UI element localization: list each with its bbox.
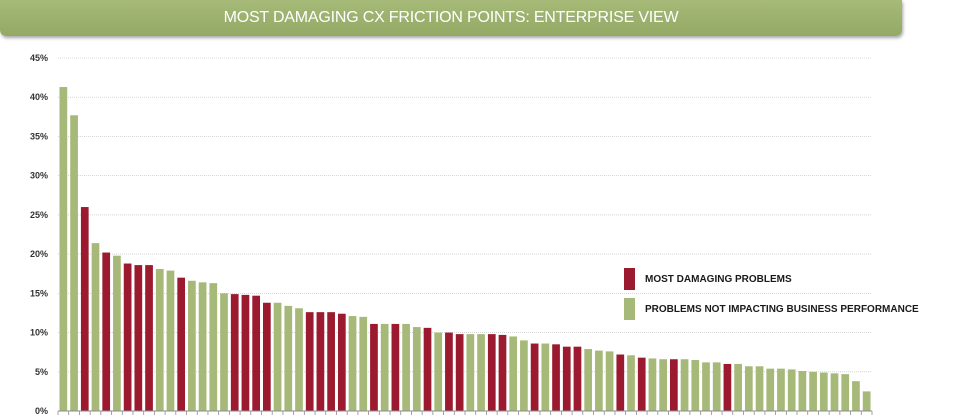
bar — [712, 362, 721, 411]
bar — [145, 265, 153, 411]
bar — [648, 358, 657, 411]
bar — [552, 344, 560, 411]
bar — [498, 334, 507, 411]
bar — [573, 346, 582, 411]
bar — [477, 334, 485, 411]
bar — [198, 282, 207, 411]
bar — [59, 87, 68, 411]
bar — [702, 362, 710, 411]
bar — [391, 323, 400, 411]
bar — [359, 316, 368, 411]
bar — [166, 270, 175, 411]
bar — [744, 366, 753, 411]
bar — [348, 316, 357, 411]
bar — [80, 207, 89, 411]
bar — [134, 265, 143, 411]
bar — [830, 373, 839, 411]
bar — [91, 243, 100, 411]
bar — [273, 302, 282, 411]
y-tick-label: 45% — [30, 53, 48, 63]
bar — [777, 368, 785, 411]
legend-swatch — [624, 298, 635, 320]
bar — [337, 313, 346, 411]
bar — [412, 327, 421, 411]
y-tick-label: 10% — [30, 328, 48, 338]
chart-title: MOST DAMAGING CX FRICTION POINTS: ENTERP… — [223, 9, 679, 26]
bar — [445, 332, 453, 411]
y-tick-label: 35% — [30, 131, 48, 141]
bar — [819, 372, 828, 411]
y-tick-label: 40% — [30, 92, 48, 102]
bar — [669, 359, 678, 411]
bar — [520, 340, 528, 411]
bar — [380, 323, 389, 411]
bar — [327, 312, 335, 411]
bar — [627, 355, 635, 411]
bar — [230, 294, 239, 411]
y-tick-label: 0% — [35, 406, 48, 416]
bar — [541, 343, 550, 411]
y-tick-label: 25% — [30, 210, 48, 220]
bar — [241, 294, 250, 411]
legend-label: PROBLEMS NOT IMPACTING BUSINESS PERFORMA… — [645, 304, 919, 315]
bar — [798, 370, 807, 411]
bar — [841, 374, 850, 411]
bar — [530, 343, 539, 411]
bar — [370, 323, 378, 411]
bar — [209, 283, 218, 411]
y-tick-label: 5% — [35, 367, 48, 377]
bar — [123, 263, 132, 411]
bar — [862, 391, 871, 411]
bar — [455, 334, 464, 411]
bar — [691, 360, 700, 411]
bar — [809, 371, 817, 411]
bar — [102, 252, 111, 411]
bar — [434, 332, 443, 411]
chart-title-banner: MOST DAMAGING CX FRICTION POINTS: ENTERP… — [0, 0, 902, 36]
bar — [177, 277, 186, 411]
bar — [113, 255, 121, 411]
bar — [766, 368, 775, 411]
bar — [155, 269, 164, 411]
bar — [723, 363, 732, 411]
bar — [70, 115, 78, 412]
bar — [659, 359, 668, 411]
bar — [284, 305, 293, 411]
bar — [680, 359, 689, 411]
bar — [595, 350, 603, 411]
bar — [295, 308, 303, 411]
y-tick-label: 30% — [30, 171, 48, 181]
bar — [562, 346, 571, 411]
bar — [584, 349, 593, 411]
bar — [637, 357, 646, 411]
bar — [487, 334, 496, 411]
bar — [616, 354, 625, 411]
bar — [252, 295, 261, 411]
y-tick-label: 15% — [30, 288, 48, 298]
bar — [262, 302, 271, 411]
bar — [316, 312, 325, 411]
bar — [423, 327, 432, 411]
bar — [402, 323, 410, 411]
bar — [509, 336, 518, 411]
bar — [466, 334, 475, 411]
legend-swatch — [624, 268, 635, 290]
bar — [734, 363, 742, 411]
bar — [787, 369, 796, 411]
bar — [755, 366, 764, 411]
bar — [188, 280, 196, 411]
bar — [852, 381, 860, 411]
bar — [305, 312, 314, 411]
bar — [220, 293, 228, 411]
legend-label: MOST DAMAGING PROBLEMS — [645, 274, 792, 285]
y-tick-label: 20% — [30, 249, 48, 259]
bar — [605, 351, 614, 411]
